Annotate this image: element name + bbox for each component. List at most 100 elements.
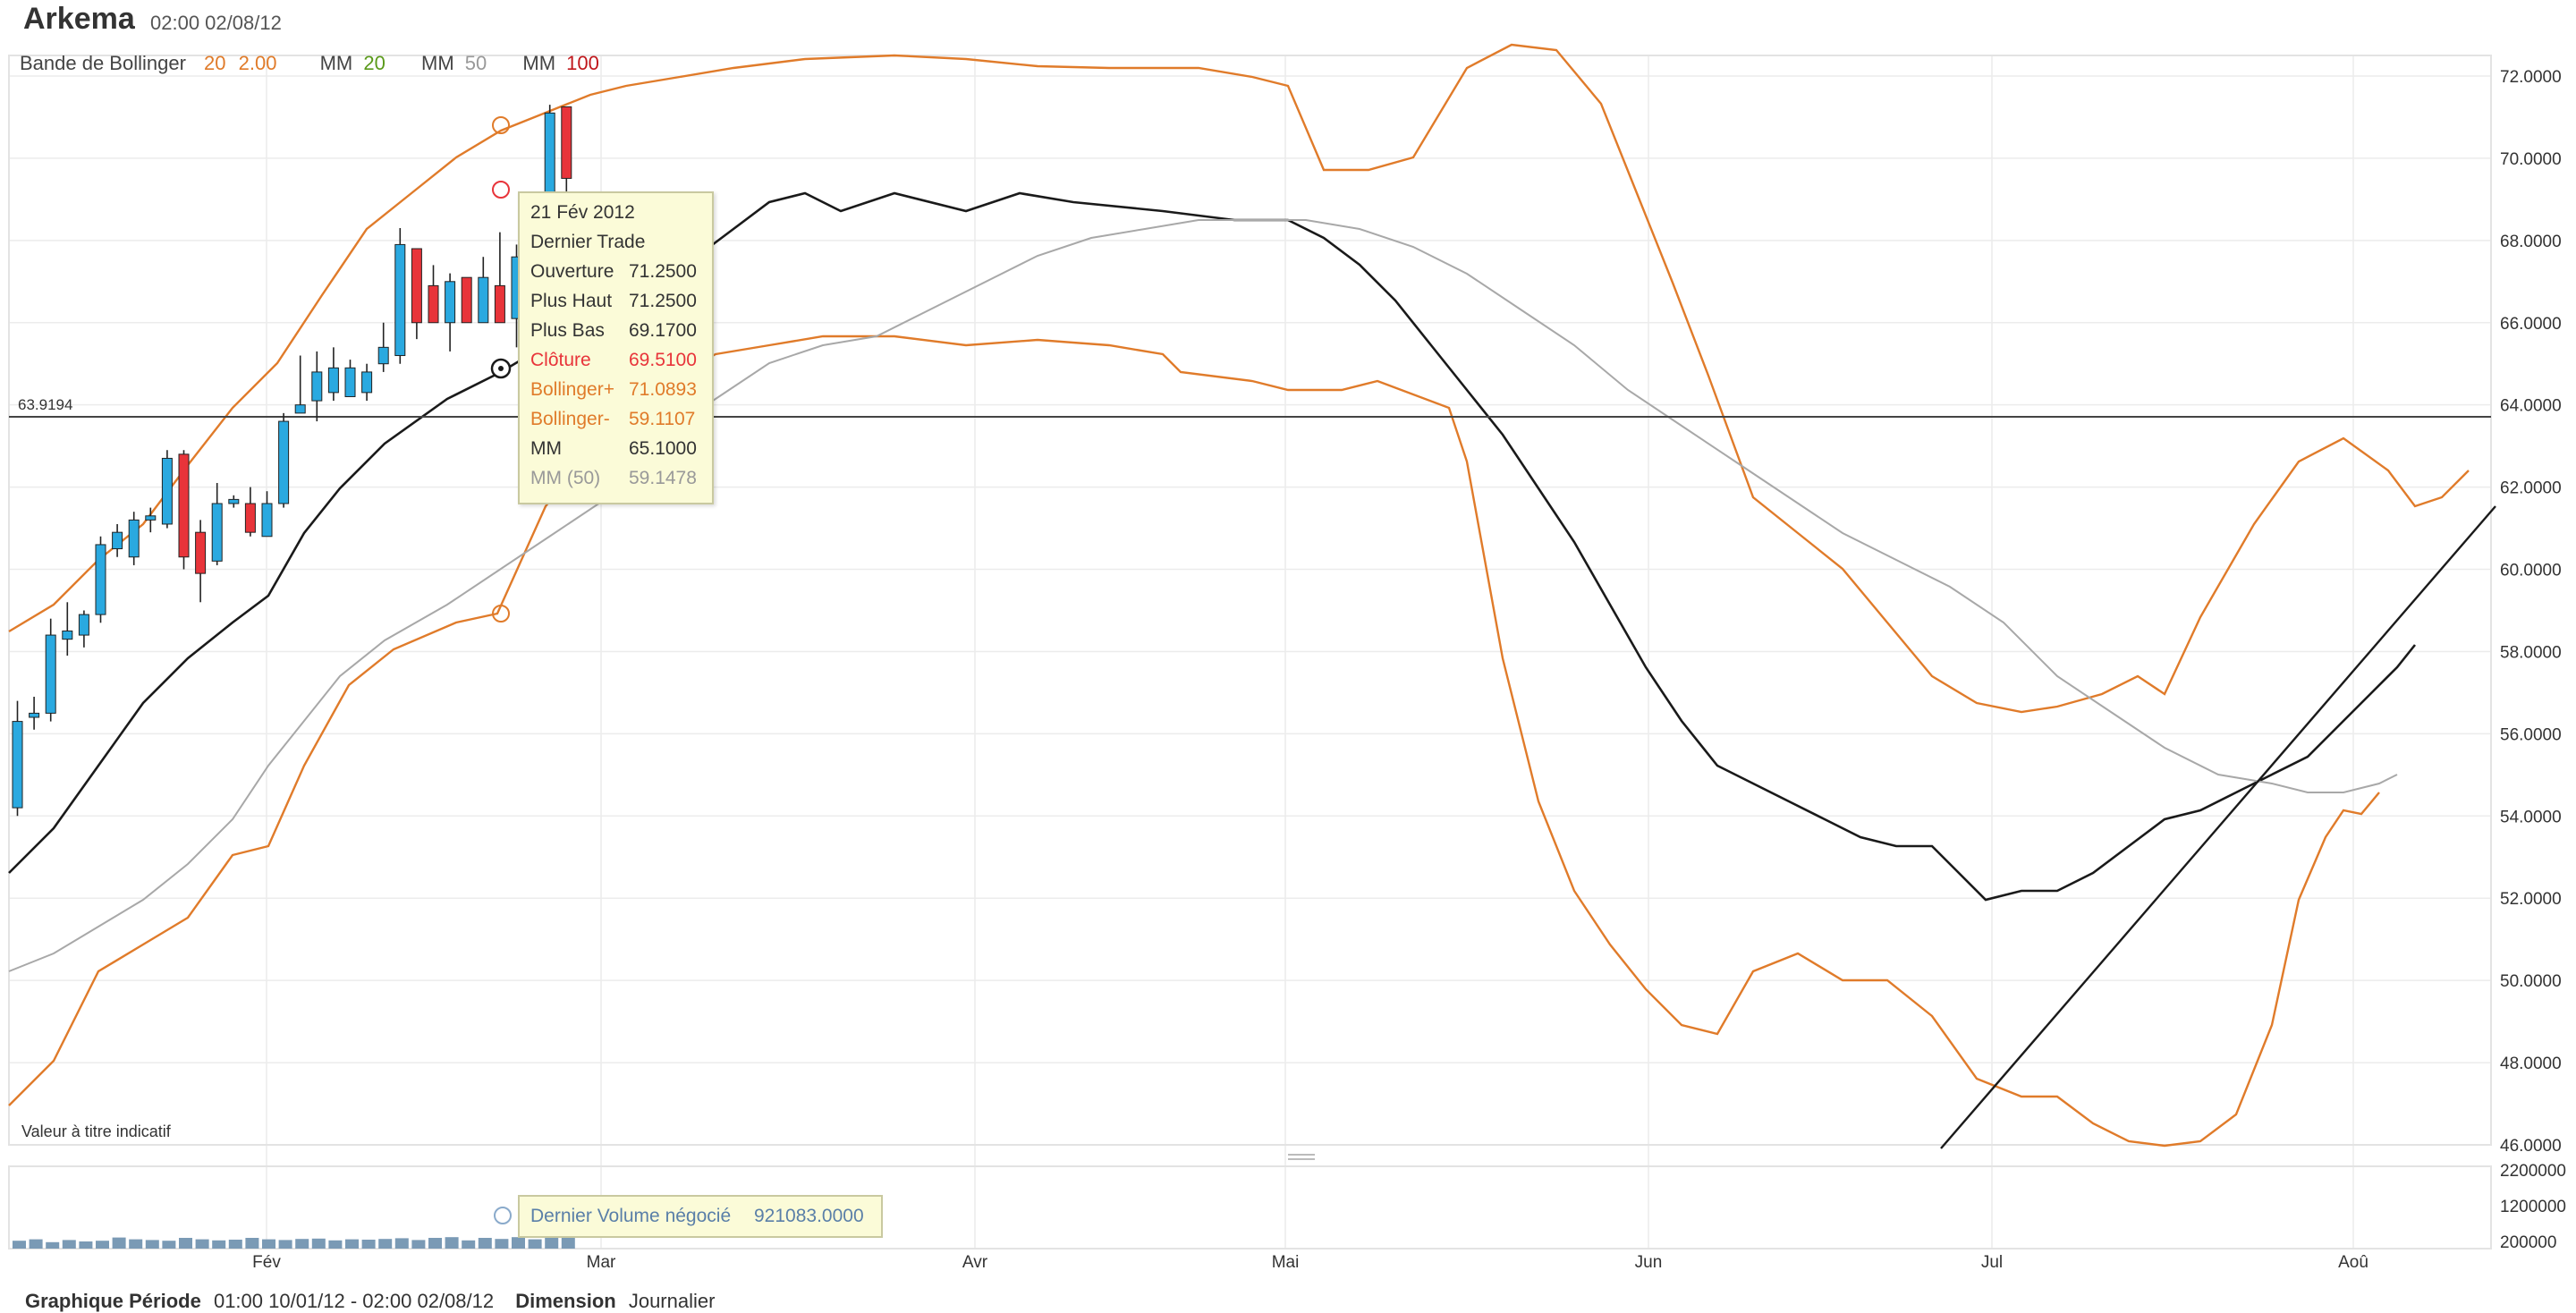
volume-bar — [179, 1238, 192, 1249]
volume-bar — [29, 1239, 43, 1249]
volume-bar — [79, 1241, 93, 1249]
candle-body — [161, 457, 173, 525]
volume-panel-frame — [8, 1165, 2492, 1249]
candle-body — [278, 420, 290, 504]
candle-body — [261, 503, 273, 538]
mm2-label[interactable]: MM — [421, 52, 454, 74]
volume-bar — [478, 1238, 492, 1249]
bollinger-label[interactable]: Bande de Bollinger — [20, 52, 186, 74]
x-tick-label: Avr — [962, 1253, 988, 1272]
footer-period: Graphique Période 01:00 10/01/12 - 02:00… — [25, 1290, 715, 1313]
volume-bar — [195, 1239, 209, 1249]
x-tick-label: Jun — [1635, 1253, 1663, 1272]
tooltip-row-value: 65.1000 — [629, 438, 697, 459]
volume-bar — [245, 1238, 259, 1249]
volume-bars-group — [13, 1216, 575, 1249]
indicator-legend: Bande de Bollinger 20 2.00 MM 20 MM 50 M… — [20, 52, 599, 75]
tooltip-row-value: 59.1478 — [629, 468, 697, 488]
tooltip-row: Plus Haut 71.2500 — [530, 291, 709, 312]
volume-axis: 200000 1200000 2200000 — [2500, 1162, 2566, 1252]
candle-body — [29, 712, 40, 718]
panel-resize-handle[interactable] — [1288, 1154, 1315, 1163]
volume-bar — [311, 1238, 326, 1249]
tooltip-row-label: Bollinger+ — [530, 379, 614, 400]
bollinger-dev: 2.00 — [238, 52, 277, 74]
candle-body — [228, 498, 240, 504]
footer-dimension-label: Dimension — [515, 1290, 616, 1312]
volume-bar — [295, 1239, 309, 1249]
tooltip-row-value: 71.2500 — [629, 261, 697, 282]
candle-body — [244, 503, 256, 533]
y-tick-label: 70.0000 — [2500, 150, 2562, 169]
y-tick-label: 58.0000 — [2500, 643, 2562, 662]
tooltip-row-label: MM — [530, 438, 562, 459]
tooltip-date: 21 Fév 2012 — [530, 202, 635, 223]
volume-bar — [228, 1240, 242, 1249]
bollinger-upper-marker — [492, 116, 510, 134]
candle-body — [112, 531, 123, 550]
close-marker — [492, 181, 510, 199]
candle-body — [178, 453, 190, 558]
candle-body — [561, 106, 572, 179]
candle-body — [394, 243, 406, 357]
x-tick-label: Fév — [252, 1253, 281, 1272]
volume-bar — [512, 1237, 525, 1249]
volume-bar — [462, 1240, 476, 1249]
candle-body — [411, 248, 422, 324]
candle-body — [377, 346, 389, 365]
mm3-value: 100 — [566, 52, 599, 74]
volume-bar — [46, 1241, 60, 1249]
mm3-label[interactable]: MM — [522, 52, 556, 74]
tooltip-row-label: Ouverture — [530, 261, 614, 282]
mm1-value: 20 — [363, 52, 386, 74]
y-tick-label: 60.0000 — [2500, 562, 2562, 580]
y-tick-label: 64.0000 — [2500, 397, 2562, 416]
mm1-label[interactable]: MM — [319, 52, 353, 74]
volume-bar — [328, 1240, 343, 1249]
y-tick-label: 72.0000 — [2500, 68, 2562, 87]
tooltip-row: Ouverture 71.2500 — [530, 261, 709, 283]
footer-dimension-value: Journalier — [628, 1290, 716, 1312]
y-tick-label: 46.0000 — [2500, 1137, 2562, 1156]
tooltip-row: Clôture 69.5100 — [530, 350, 709, 371]
candle-body — [494, 284, 505, 324]
indicative-note: Valeur à titre indicatif — [21, 1122, 171, 1140]
volume-bar — [445, 1237, 459, 1249]
volume-tick-label: 1200000 — [2500, 1198, 2566, 1216]
candle-body — [45, 634, 56, 714]
tooltip-row-label: Bollinger- — [530, 409, 610, 429]
volume-bar — [262, 1239, 275, 1249]
volume-bar — [394, 1238, 409, 1249]
volume-tooltip-label: Dernier Volume négocié — [530, 1206, 732, 1226]
volume-tick-label: 2200000 — [2500, 1162, 2566, 1181]
volume-bar — [96, 1241, 109, 1249]
x-tick-label: Aoû — [2338, 1253, 2368, 1272]
candle-body — [211, 503, 223, 562]
candle-body — [311, 371, 323, 402]
tooltip-row-label: MM (50) — [530, 468, 601, 488]
volume-bar — [62, 1240, 76, 1249]
trend-line — [1940, 505, 2496, 1149]
volume-bar — [545, 1237, 559, 1249]
time-axis: Fév Mar Avr Mai Jun Jul Aoû — [252, 1253, 2368, 1272]
tooltip-row-value: 59.1107 — [629, 409, 696, 429]
tooltip-row: MM (50) 59.1478 — [530, 468, 709, 489]
candle-body — [445, 281, 456, 324]
candles-group — [12, 105, 572, 817]
candle-body — [344, 367, 356, 397]
volume-bar — [278, 1240, 292, 1249]
volume-bar — [212, 1240, 226, 1249]
candle-body — [195, 531, 207, 574]
volume-bar — [162, 1241, 176, 1249]
volume-marker — [494, 1207, 512, 1224]
tooltip-subtitle: Dernier Trade — [530, 232, 646, 252]
y-tick-label: 54.0000 — [2500, 808, 2562, 826]
candle-body — [128, 519, 140, 558]
volume-tooltip-value: 921083.0000 — [754, 1206, 864, 1226]
tooltip-row-value: 69.5100 — [629, 350, 697, 370]
volume-bar — [145, 1240, 159, 1249]
price-line-label: 63.9194 — [18, 396, 72, 413]
candle-body — [95, 544, 106, 615]
volume-bar — [345, 1239, 359, 1249]
bollinger-upper-band — [8, 43, 2470, 714]
